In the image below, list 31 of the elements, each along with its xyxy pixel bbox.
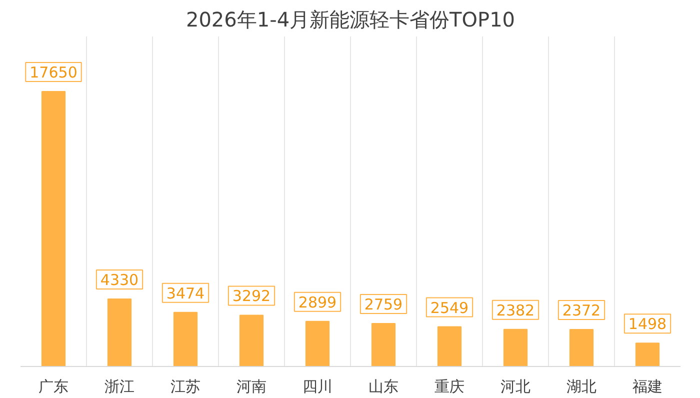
- bar: [107, 298, 132, 366]
- bar: [635, 342, 660, 366]
- bar: [437, 326, 462, 366]
- x-tick-label: 山东: [368, 378, 398, 396]
- x-tick-label: 江苏: [170, 378, 200, 396]
- data-label: 4330: [100, 271, 139, 290]
- data-label: 1498: [628, 315, 667, 334]
- data-label: 3292: [232, 287, 271, 306]
- bar: [569, 329, 594, 366]
- x-tick-label: 湖北: [566, 378, 596, 396]
- data-label: 3474: [166, 284, 205, 302]
- data-label: 17650: [30, 64, 78, 82]
- bar: [371, 323, 396, 366]
- chart-title: 2026年1-4月新能源轻卡省份TOP10: [186, 8, 516, 32]
- x-tick-label: 河南: [236, 378, 266, 396]
- data-label: 2372: [562, 302, 601, 320]
- bar: [41, 91, 66, 366]
- bar: [239, 314, 264, 366]
- data-label: 2382: [496, 301, 535, 320]
- data-label: 2759: [364, 296, 403, 314]
- x-tick-label: 广东: [38, 378, 68, 396]
- bar: [503, 328, 528, 366]
- bar: [173, 312, 198, 366]
- data-label: 2899: [298, 293, 337, 312]
- bar: [305, 320, 330, 366]
- data-label: 2549: [430, 298, 469, 317]
- x-tick-label: 四川: [302, 378, 332, 396]
- x-tick-label: 浙江: [104, 378, 134, 396]
- x-tick-label: 河北: [500, 378, 530, 396]
- x-tick-label: 重庆: [434, 378, 464, 396]
- x-tick-label: 福建: [632, 378, 662, 396]
